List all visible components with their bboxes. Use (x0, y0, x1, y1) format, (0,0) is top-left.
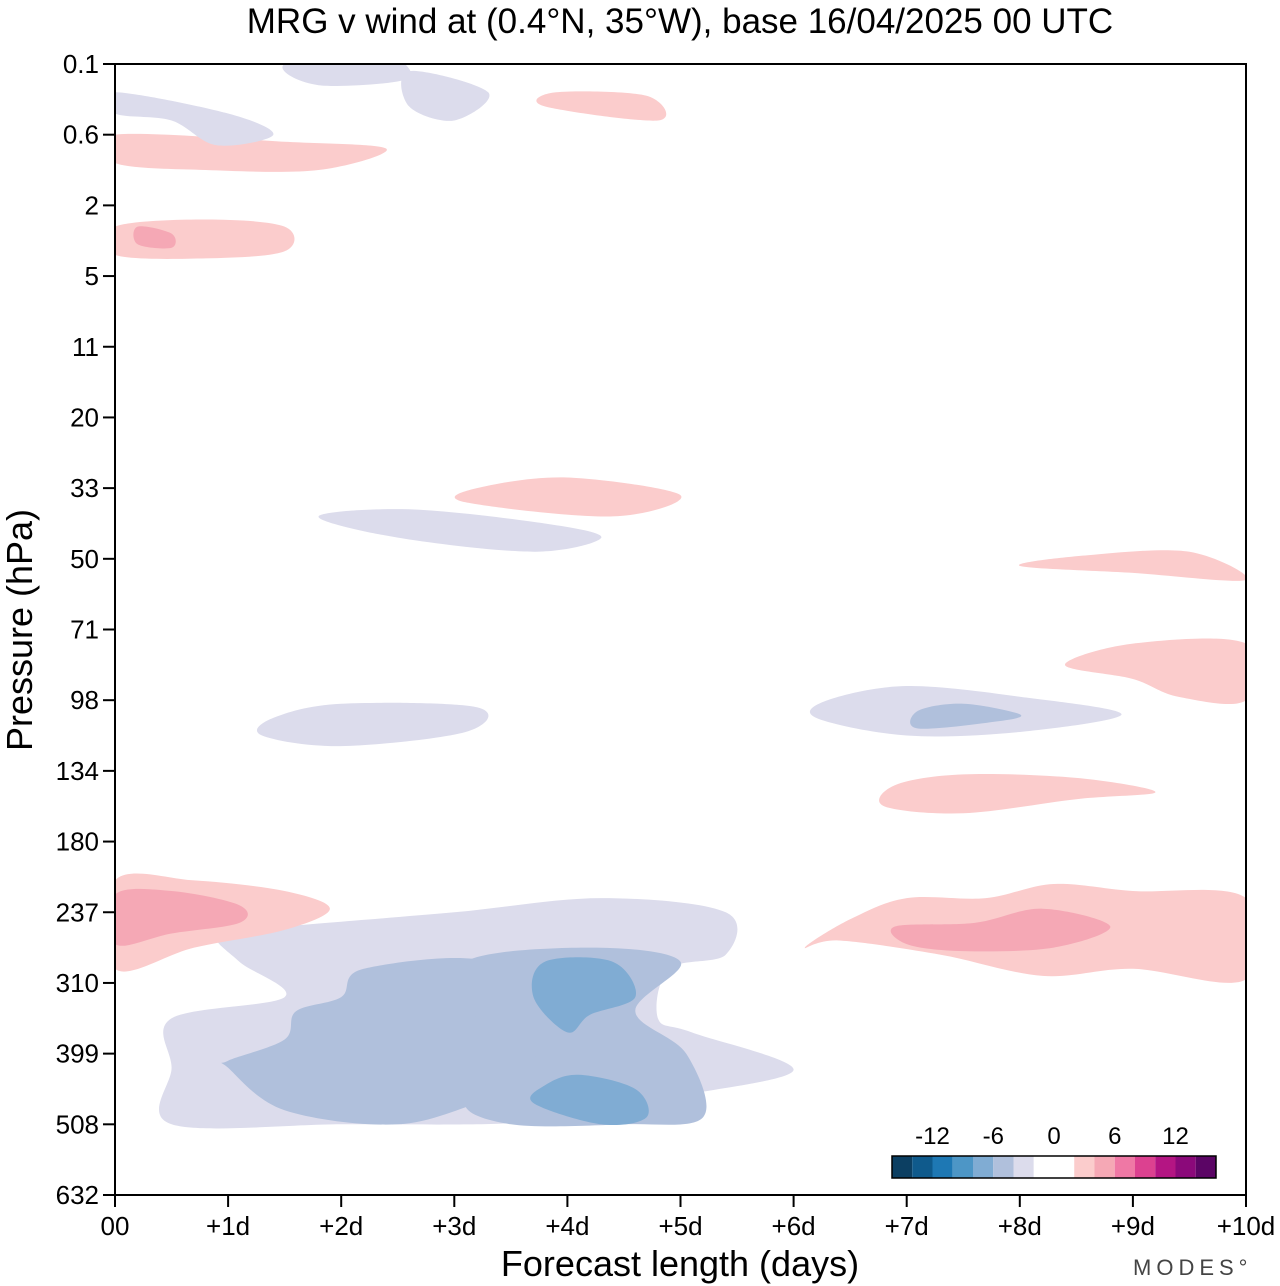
colorbar-swatch (1094, 1156, 1115, 1178)
colorbar-label: -6 (983, 1123, 1004, 1150)
negative-contour-3-36 (531, 957, 637, 1033)
colorbar-label: 0 (1047, 1123, 1060, 1150)
y-tick-label: 98 (70, 685, 99, 715)
x-tick-label: +9d (1111, 1211, 1155, 1241)
positive-contour-2-29 (890, 908, 1111, 952)
positive-contour-1-10 (115, 219, 295, 259)
y-tick-label: 0.6 (63, 120, 99, 150)
negative-contour-1-13 (401, 70, 490, 121)
colorbar-swatch (892, 1156, 913, 1178)
negative-contour-1-18 (205, 0, 285, 1)
y-axis: 0.1 0.6 2 5 11 20 33 50 71 98 134 180 237 310 399 508 63… (56, 49, 115, 1210)
colorbar-swatch (1074, 1156, 1095, 1178)
colorbar-swatch (952, 1156, 973, 1178)
x-tick-label: +10d (1217, 1211, 1276, 1241)
y-tick-label: 508 (56, 1109, 99, 1139)
y-tick-label: 5 (85, 261, 99, 291)
negative-contour-3-35 (530, 1074, 649, 1126)
negative-contour-1-24 (282, 64, 412, 86)
negative-contour-2-30 (910, 703, 1022, 729)
x-tick-label: +2d (319, 1211, 363, 1241)
x-tick-label: +8d (998, 1211, 1042, 1241)
chart-title: MRG v wind at (0.4°N, 35°W), base 16/04/… (247, 2, 1113, 41)
y-tick-label: 237 (56, 897, 99, 927)
x-tick-label: +7d (885, 1211, 929, 1241)
x-axis-title: Forecast length (days) (501, 1243, 859, 1284)
y-tick-label: 20 (70, 402, 99, 432)
colorbar-label: -12 (915, 1123, 950, 1150)
y-tick-label: 180 (56, 827, 99, 857)
negative-contour-1-5 (256, 702, 489, 747)
x-tick-label: +5d (658, 1211, 702, 1241)
colorbar-swatch (993, 1156, 1014, 1178)
colorbar-swatch (973, 1156, 994, 1178)
colorbar-swatch (1195, 1156, 1216, 1178)
x-tick-label: +4d (545, 1211, 589, 1241)
negative-contour-1-12 (115, 92, 274, 146)
x-tick-label: +6d (772, 1211, 816, 1241)
y-tick-label: 310 (56, 968, 99, 998)
positive-contour-1-4 (1065, 638, 1246, 704)
colorbar-swatch (1175, 1156, 1196, 1178)
contour-fills (115, 0, 1246, 1129)
positive-contour-2-31 (133, 226, 176, 249)
negative-contour-1-7 (318, 509, 602, 552)
y-axis-title: Pressure (hPa) (0, 509, 40, 751)
y-tick-label: 71 (70, 615, 99, 645)
y-tick-label: 33 (70, 473, 99, 503)
positive-contour-1-8 (454, 477, 682, 517)
negative-contour-2-27 (457, 947, 707, 1127)
positive-contour-1-3 (879, 774, 1156, 814)
y-tick-label: 11 (72, 332, 99, 362)
y-tick-label: 2 (85, 190, 99, 220)
colorbar-swatch (1013, 1156, 1034, 1178)
positive-contour-1-11 (115, 133, 387, 172)
x-tick-label: +3d (432, 1211, 476, 1241)
y-tick-label: 50 (70, 544, 99, 574)
positive-contour-2-28 (115, 888, 248, 946)
colorbar-label: 12 (1162, 1123, 1189, 1150)
y-tick-label: 632 (56, 1180, 99, 1210)
colorbar: -12 -6 0 6 12 (888, 1118, 1222, 1182)
x-tick-label: 00 (101, 1211, 130, 1241)
y-tick-label: 0.1 (63, 49, 99, 79)
modes-logo: MODES° (1133, 1255, 1252, 1280)
positive-contour-1-9 (1019, 550, 1246, 581)
colorbar-swatch (1155, 1156, 1176, 1178)
colorbar-swatch (1114, 1156, 1135, 1178)
colorbar-swatch (912, 1156, 933, 1178)
x-axis: 00 +1d +2d +3d +4d +5d +6d +7d +8d +9d +10d (101, 1195, 1276, 1241)
y-tick-label: 134 (56, 756, 99, 786)
positive-contour-1-14 (536, 91, 667, 121)
colorbar-swatch (1033, 1156, 1075, 1178)
colorbar-swatch (1135, 1156, 1156, 1178)
colorbar-label: 6 (1108, 1123, 1121, 1150)
colorbar-frame (891, 1155, 1217, 1179)
colorbar-swatch (932, 1156, 953, 1178)
x-tick-label: +1d (206, 1211, 250, 1241)
y-tick-label: 399 (56, 1039, 99, 1069)
